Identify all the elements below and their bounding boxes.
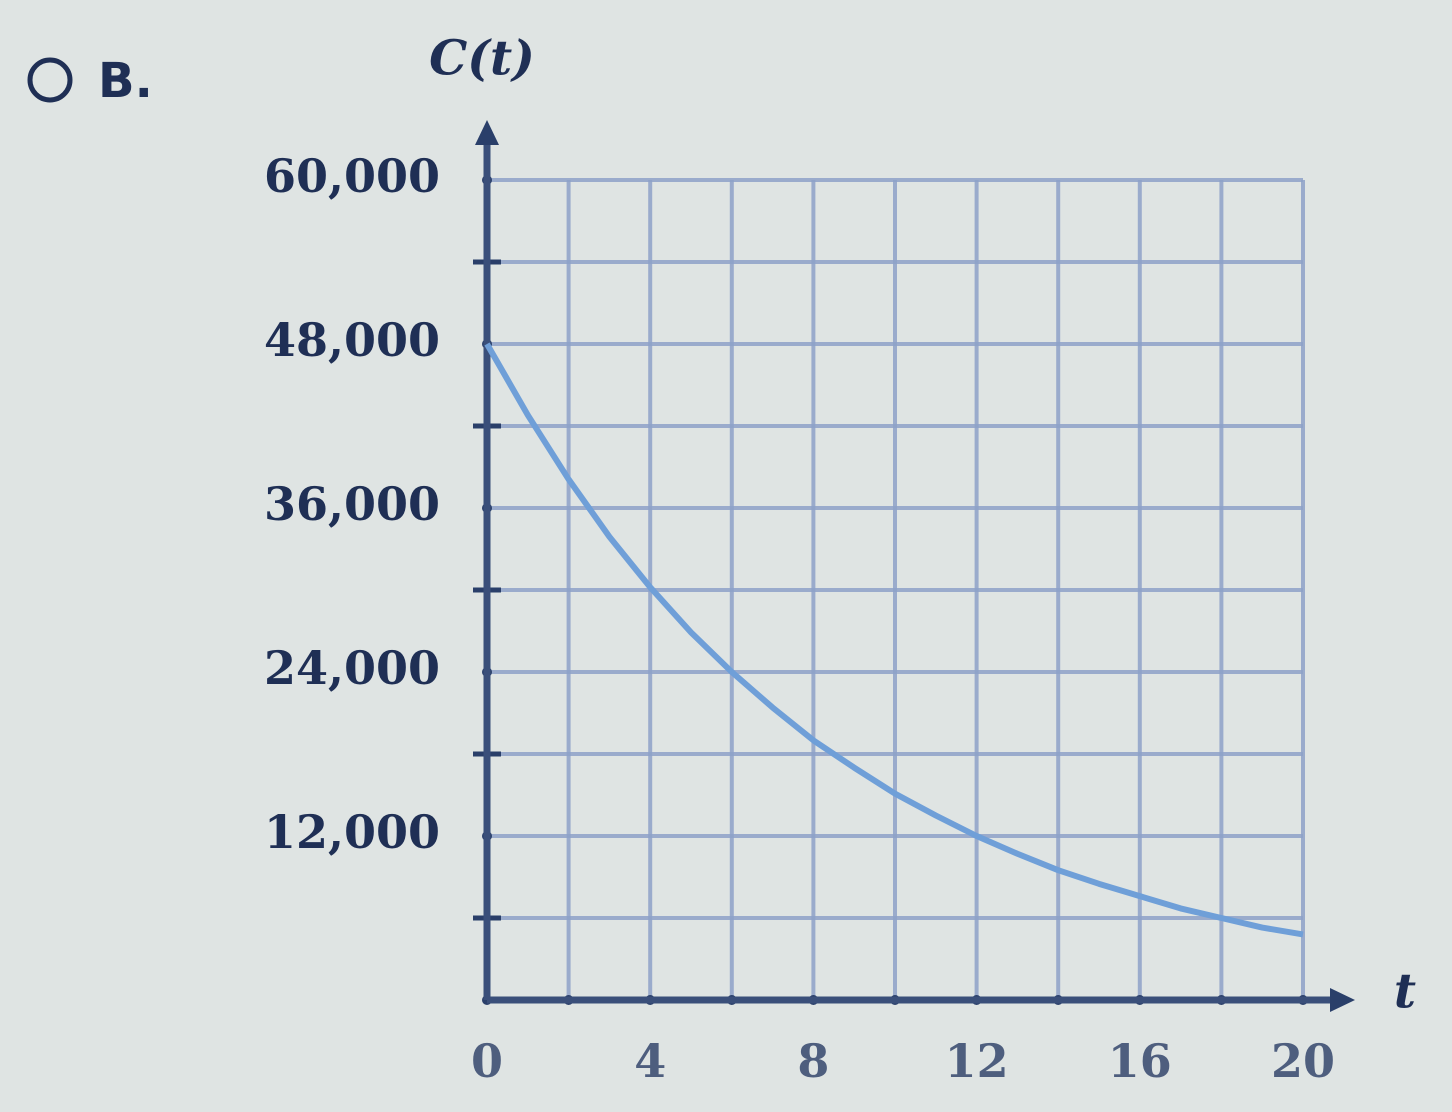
y-tick-label: 24,000 (264, 641, 440, 695)
y-tick-label: 60,000 (264, 149, 440, 203)
x-tick-label: 12 (945, 1034, 1009, 1088)
x-tick-label: 0 (471, 1034, 503, 1088)
x-axis-label: t (1394, 964, 1416, 1020)
x-tick-label: 16 (1108, 1034, 1172, 1088)
radio-button[interactable] (27, 57, 73, 103)
y-tick-label: 48,000 (264, 313, 440, 367)
y-axis-arrow (475, 120, 499, 145)
data-line (484, 342, 1304, 938)
x-axis-arrow (1330, 988, 1355, 1012)
x-tick-label: 20 (1271, 1034, 1335, 1088)
x-tick-label: 4 (634, 1034, 666, 1088)
y-tick-label: 36,000 (264, 477, 440, 531)
option-label: B. (98, 53, 153, 109)
x-tick-label: 8 (797, 1034, 829, 1088)
y-tick-label: 12,000 (264, 805, 440, 859)
y-axis-label: C(t) (429, 31, 535, 87)
